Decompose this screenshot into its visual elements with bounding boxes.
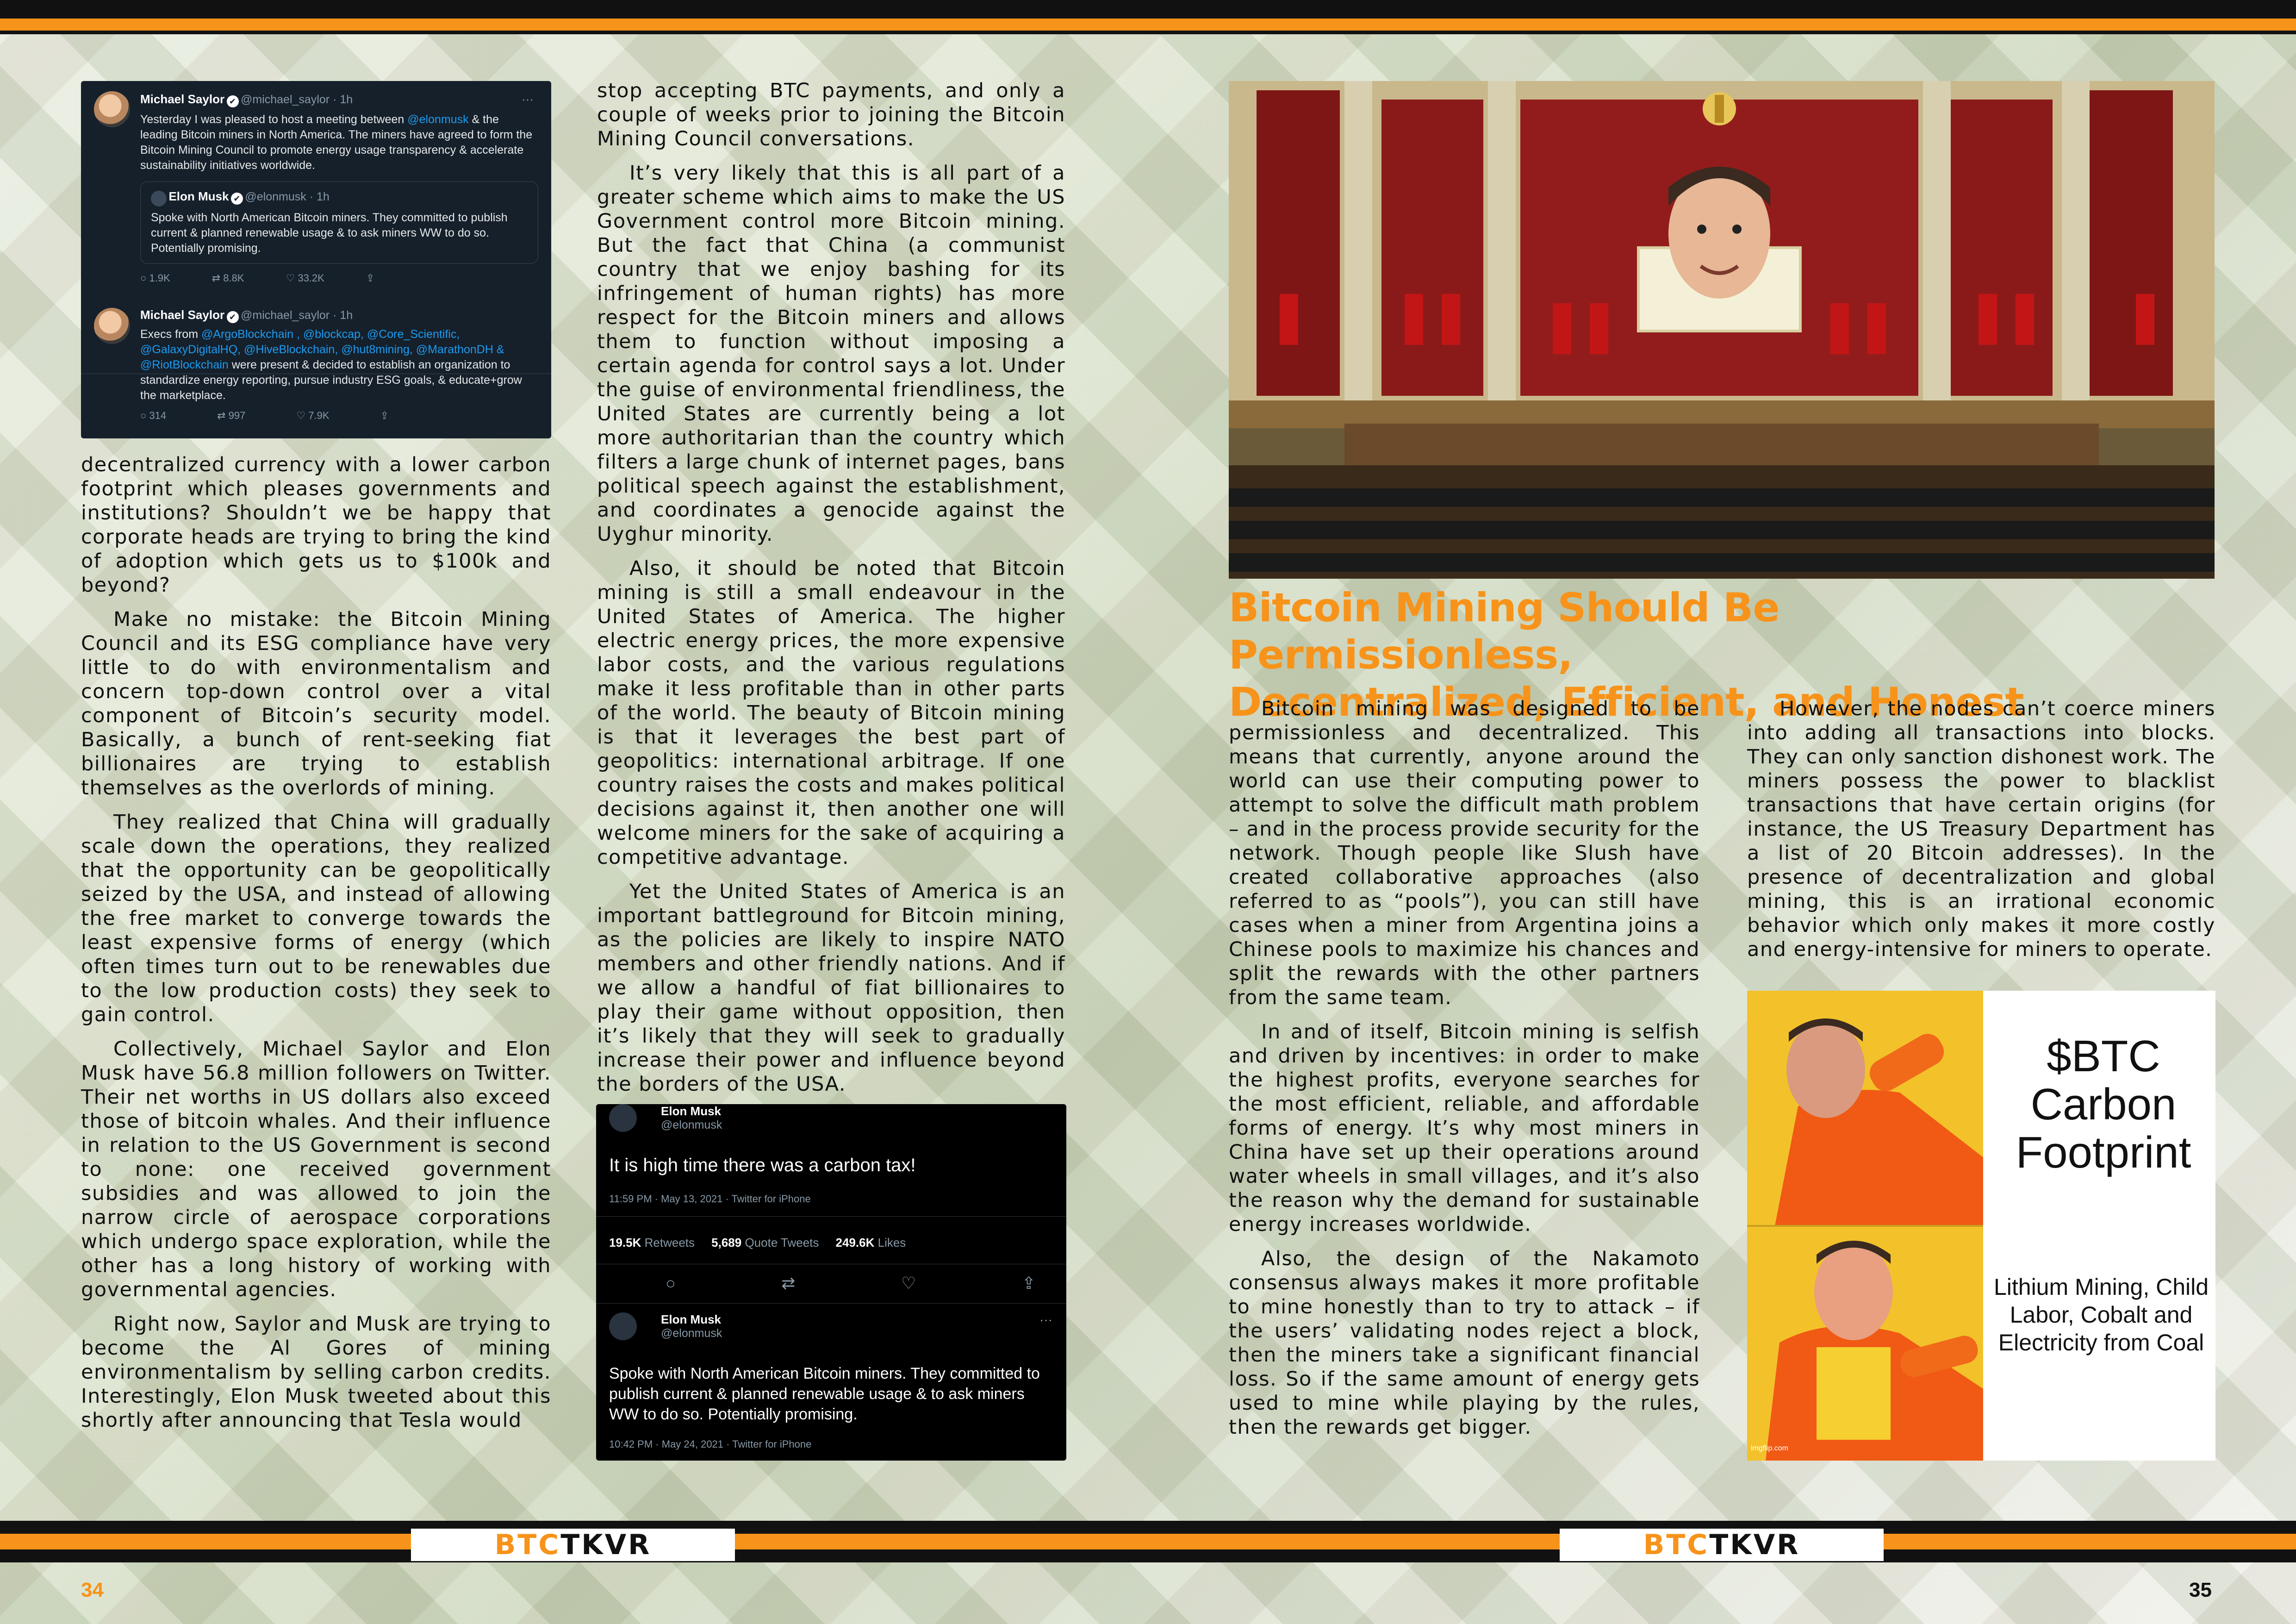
meme-bottom-text: Lithium Mining, Child Labor, Cobalt and … [1993,1274,2209,1355]
meme-top-text: $BTC Carbon Footprint [2016,1031,2191,1177]
paragraph: Bitcoin mining was designed to be permis… [1229,697,1700,1009]
tweet2-stats: ○ 314 ⇄ 997 ♡ 7.9K ⇪ [140,410,538,422]
quote-author-name: Elon Musk [168,189,229,203]
headline-line-1: Bitcoin Mining Should Be Permissionless, [1229,585,1780,678]
tweet1-stats: ○ 1.9K ⇄ 8.8K ♡ 33.2K ⇪ [140,272,538,284]
musk-avatar-2 [609,1312,637,1340]
page-number-right: 35 [2189,1579,2212,1601]
paragraph: stop accepting BTC payments, and only a … [597,79,1065,150]
reply-icon: ○ [666,1274,676,1293]
assembly-hall-photo [1229,81,2215,579]
tweet4-body: Spoke with North American Bitcoin miners… [609,1365,1040,1423]
paragraph: Right now, Saylor and Musk are trying to… [81,1312,551,1432]
header-band-black-thin [0,31,2296,34]
musk-avatar [609,1104,637,1132]
tweet3-body: It is high time there was a carbon tax! [609,1155,916,1175]
paragraph: decentralized currency with a lower carb… [81,453,551,597]
saylor-avatar [94,91,130,127]
left-column-2: stop accepting BTC payments, and only a … [597,79,1065,1106]
reply-stat: ○ 1.9K [140,272,170,284]
tweet3-author-name: Elon Musk [661,1104,722,1118]
tweet4-meta: 10:42 PM · May 24, 2021 · Twitter for iP… [609,1438,812,1450]
verified-icon: ✔ [230,192,243,205]
tweet3-meta: 11:59 PM · May 13, 2021 · Twitter for iP… [609,1193,811,1205]
tweet1-body: Yesterday I was pleased to host a meetin… [140,112,533,172]
tweet3-engagement: 19.5K Retweets 5,689 Quote Tweets 249.6K… [609,1236,906,1249]
emblem-icon [1703,92,1736,125]
tweet3-handle: @elonmusk [661,1118,722,1131]
quote-handle: @elonmusk · 1h [245,190,330,203]
magazine-logo-right: BTC TKVR [1560,1529,1884,1561]
paragraph: In and of itself, Bitcoin mining is self… [1229,1020,1700,1236]
left-column-1: decentralized currency with a lower carb… [81,453,551,1443]
tweet2-author-name: Michael Saylor [140,308,225,322]
meme-illustration [1747,991,1983,1461]
more-icon: ··· [522,92,534,106]
retweet-icon: ⇄ [781,1274,796,1293]
tweet1-author-name: Michael Saylor [140,92,225,106]
paragraph: Collectively, Michael Saylor and Elon Mu… [81,1037,551,1301]
paragraph: Yet the United States of America is an i… [597,880,1065,1096]
tweet3-actions: ○ ⇄ ♡ ⇪ [666,1274,1036,1293]
footer-band-orange [0,1534,2296,1549]
footer-band-black-bottom [0,1549,2296,1562]
like-stat: ♡ 7.9K [296,409,330,421]
quote-body: Spoke with North American Bitcoin miners… [151,211,508,255]
page-number-left: 34 [81,1579,104,1601]
quoted-tweet: Elon Musk ✔ @elonmusk · 1h Spoke with No… [140,181,538,264]
tweet2-body: Execs from @ArgoBlockchain , @blockcap, … [140,327,522,402]
header-band-orange [0,19,2296,31]
tweet4-handle: @elonmusk [661,1327,722,1340]
share-icon: ⇪ [1021,1274,1036,1293]
right-column-1: Bitcoin mining was designed to be permis… [1229,697,1700,1449]
right-column-2: However, the nodes can’t coerce miners i… [1747,697,2215,972]
musk-carbon-tax-tweet-screenshot: Elon Musk @elonmusk It is high time ther… [596,1104,1066,1461]
more-icon: ··· [1039,1312,1052,1327]
saylor-tweet-screenshot: Michael Saylor ✔ @michael_saylor · 1h ··… [81,81,551,438]
article-headline: Bitcoin Mining Should Be Permissionless,… [1229,584,2025,726]
paragraph: It’s very likely that this is all part o… [597,162,1065,546]
musk-small-avatar [151,190,167,206]
like-icon: ♡ [901,1274,916,1293]
paragraph: However, the nodes can’t coerce miners i… [1747,697,2215,961]
saylor-avatar-2 [94,308,130,344]
verified-icon: ✔ [226,95,239,107]
reply-stat: ○ 314 [140,409,167,421]
meme-watermark: imgflip.com [1751,1444,1788,1452]
paragraph: Also, it should be noted that Bitcoin mi… [597,557,1065,869]
paragraph: Make no mistake: the Bitcoin Mining Coun… [81,608,551,800]
tweet1-handle: @michael_saylor · 1h [240,93,353,106]
verified-icon: ✔ [226,311,239,323]
like-stat: ♡ 33.2K [286,272,324,284]
paragraph: They realized that China will gradually … [81,811,551,1026]
retweet-stat: ⇄ 997 [217,409,246,421]
tweet4-author-name: Elon Musk [661,1312,722,1326]
assembly-hall-illustration [1229,81,2215,579]
magazine-logo-left: BTC TKVR [411,1529,735,1561]
flags [1280,294,2154,354]
drake-meme: imgflip.com $BTC Carbon Footprint Lithiu… [1747,991,2215,1461]
header-band-black [0,0,2296,19]
headline-line-2: Decentralized, Efficient, and Honest [1229,679,2024,725]
tweet2-handle: @michael_saylor · 1h [240,309,353,322]
footer-band-black [0,1521,2296,1534]
portrait [1637,167,1802,332]
share-icon: ⇪ [366,272,375,284]
paragraph: Also, the design of the Nakamoto consens… [1229,1247,1700,1439]
retweet-stat: ⇄ 8.8K [212,272,244,284]
share-icon: ⇪ [380,409,389,421]
